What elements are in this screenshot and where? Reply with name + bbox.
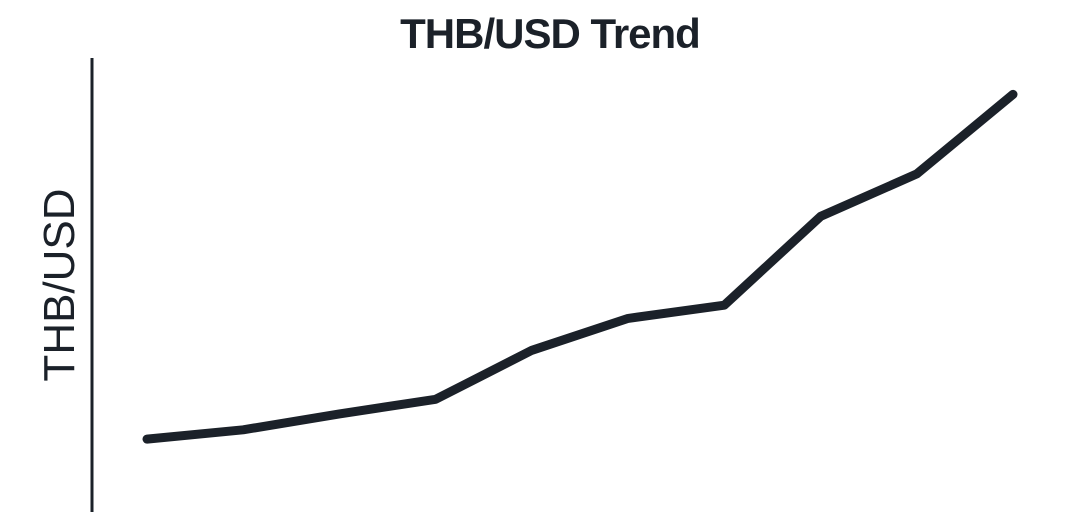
data-point (335, 410, 343, 418)
data-point (624, 314, 632, 322)
data-point (720, 301, 728, 309)
chart-title: THB/USD Trend (400, 10, 701, 57)
data-point (1009, 90, 1017, 98)
data-point (239, 426, 247, 434)
data-point (432, 395, 440, 403)
data-point (143, 435, 151, 443)
data-point (817, 212, 825, 220)
data-point (913, 170, 921, 178)
series-line (142, 89, 1018, 444)
data-point (528, 346, 536, 354)
